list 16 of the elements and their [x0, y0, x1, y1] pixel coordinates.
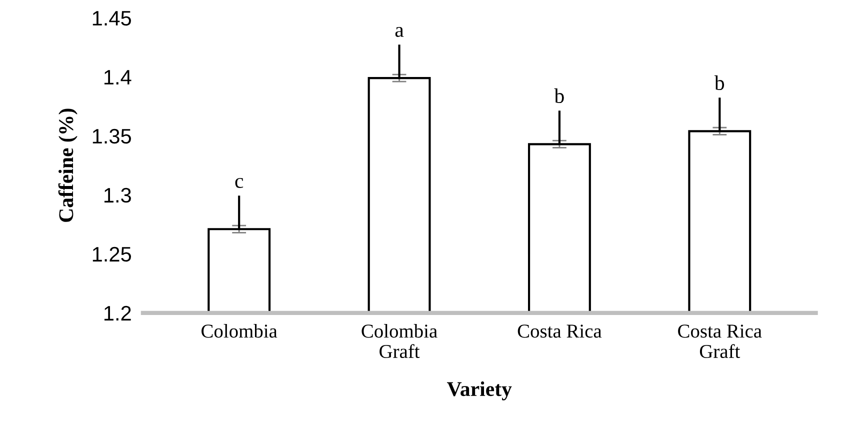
y-tick-label: 1.35 — [92, 128, 131, 144]
annotation: b — [714, 75, 724, 90]
y-tick-label: 1.45 — [92, 11, 131, 26]
annotation: b — [554, 88, 564, 104]
y-tick-label: 1.2 — [104, 306, 131, 320]
y-axis-title: Caffeine (%) — [58, 108, 78, 222]
x-tick-label: Colombia Graft — [362, 324, 438, 358]
x-tick-label: Costa Rica Graft — [678, 324, 762, 358]
x-axis-title: Variety — [447, 381, 512, 400]
x-tick-label: Costa Rica — [518, 324, 602, 338]
annotation: a — [395, 26, 404, 37]
annotation: c — [235, 178, 244, 188]
y-tick-label: 1.3 — [104, 188, 131, 203]
y-tick-label: 1.4 — [104, 70, 132, 84]
x-tick-label: Colombia — [202, 324, 278, 338]
y-tick-label: 1.25 — [92, 246, 131, 262]
